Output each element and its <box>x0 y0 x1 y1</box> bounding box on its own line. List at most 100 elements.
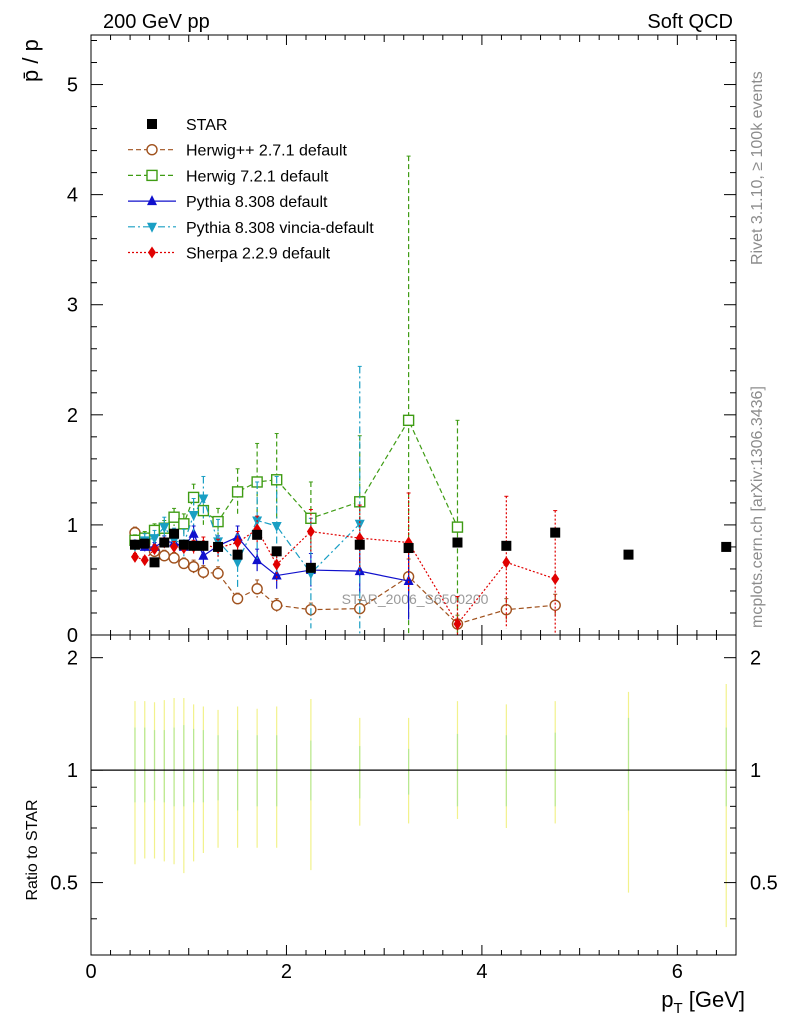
x-axis-label: pT [GeV] <box>661 987 745 1017</box>
x-tick-label: 6 <box>672 961 683 983</box>
data-point <box>159 523 170 534</box>
data-point <box>212 567 224 580</box>
data-point <box>188 511 199 521</box>
main-series <box>129 155 732 635</box>
data-point <box>502 556 511 569</box>
data-point <box>198 494 209 505</box>
series-pythia-8-308-vincia-default <box>129 365 365 635</box>
data-point <box>306 525 315 538</box>
y-tick-label: 3 <box>67 295 78 317</box>
data-point <box>130 550 139 563</box>
data-point <box>251 583 263 595</box>
data-point <box>147 222 157 233</box>
x-tick-label: 4 <box>476 961 487 983</box>
data-point <box>147 119 157 129</box>
data-point <box>178 518 190 530</box>
data-point <box>188 527 199 538</box>
header-right: Soft QCD <box>647 11 733 33</box>
legend-label: Sherpa 2.2.9 default <box>186 246 331 263</box>
data-point <box>354 519 365 530</box>
data-point <box>158 550 170 562</box>
data-point <box>146 143 158 156</box>
data-point <box>150 543 159 556</box>
ratio-y-tick-label-right: 2 <box>750 648 761 670</box>
data-point <box>305 562 316 573</box>
legend-entry: Herwig++ 2.7.1 default <box>128 143 348 160</box>
data-point <box>550 527 561 538</box>
legend-entry: STAR <box>147 117 227 134</box>
mcplots-label: mcplots.cern.ch [arXiv:1306.3436] <box>749 386 766 628</box>
data-point <box>252 529 263 540</box>
data-point <box>169 528 180 539</box>
ratio-y-tick-label: 1 <box>67 760 78 782</box>
legend-entry: Herwig 7.2.1 default <box>128 168 329 185</box>
data-point <box>453 617 462 630</box>
data-point <box>197 566 210 578</box>
ratio-y-axis-label: Ratio to STAR <box>24 799 41 900</box>
legend-label: STAR <box>186 117 227 134</box>
legend-entry: Pythia 8.308 default <box>128 194 328 211</box>
data-point <box>233 536 242 549</box>
data-point <box>271 546 282 557</box>
x-tick-label: 2 <box>281 961 292 983</box>
data-point <box>139 538 150 549</box>
legend-label: Herwig 7.2.1 default <box>186 168 329 185</box>
series-star <box>129 527 732 573</box>
data-point <box>623 549 634 560</box>
y-tick-label: 5 <box>67 75 78 97</box>
data-point <box>403 543 414 554</box>
data-point <box>272 558 281 571</box>
legend-label: Pythia 8.308 vincia-default <box>186 220 374 237</box>
ratio-panel-data <box>91 684 736 928</box>
data-point <box>270 599 283 611</box>
ratio-frame <box>90 634 737 956</box>
ratio-y-tick-label: 2 <box>67 648 78 670</box>
data-point <box>147 195 157 206</box>
watermark: STAR_2006_S6500200 <box>342 591 489 607</box>
legend-entry: Pythia 8.308 vincia-default <box>128 220 374 237</box>
data-point <box>452 537 463 548</box>
ratio-y-tick-label: 0.5 <box>50 873 78 895</box>
y-axis-label: p̄ / p <box>18 39 43 82</box>
data-point <box>551 572 560 585</box>
y-tick-label: 0 <box>67 625 78 647</box>
data-point <box>231 592 244 605</box>
data-point <box>148 246 156 259</box>
data-point <box>231 486 244 498</box>
legend: STAR Herwig++ 2.7.1 default Herwig 7.2.1 d… <box>128 117 374 263</box>
data-point <box>170 540 179 553</box>
data-point <box>178 539 189 550</box>
y-tick-label: 4 <box>67 185 78 207</box>
data-point <box>149 534 160 545</box>
data-point <box>549 599 561 611</box>
data-point <box>232 549 243 560</box>
legend-label: Pythia 8.308 default <box>186 194 328 211</box>
data-point <box>354 539 365 550</box>
legend-entry: Sherpa 2.2.9 default <box>128 246 331 263</box>
data-point <box>451 521 464 533</box>
y-tick-label: 2 <box>67 405 78 427</box>
data-point <box>271 569 282 580</box>
data-point <box>159 537 170 548</box>
data-point <box>146 169 158 182</box>
data-point <box>168 552 180 564</box>
data-point <box>178 557 190 570</box>
data-point <box>501 540 512 551</box>
data-point <box>129 539 140 550</box>
data-point <box>187 561 200 573</box>
rivet-label: Rivet 3.1.10, ≥ 100k events <box>749 71 766 265</box>
data-point <box>252 554 263 565</box>
data-point <box>188 540 199 551</box>
ratio-y-tick-label-right: 1 <box>750 760 761 782</box>
header-left: 200 GeV pp <box>103 11 210 33</box>
data-point <box>140 554 149 567</box>
data-point <box>721 541 732 552</box>
data-point <box>149 557 160 568</box>
data-point <box>232 558 243 569</box>
data-point <box>271 522 282 533</box>
legend-label: Herwig++ 2.7.1 default <box>186 143 348 160</box>
data-point <box>198 540 209 551</box>
ratio-y-tick-label-right: 0.5 <box>750 873 778 895</box>
